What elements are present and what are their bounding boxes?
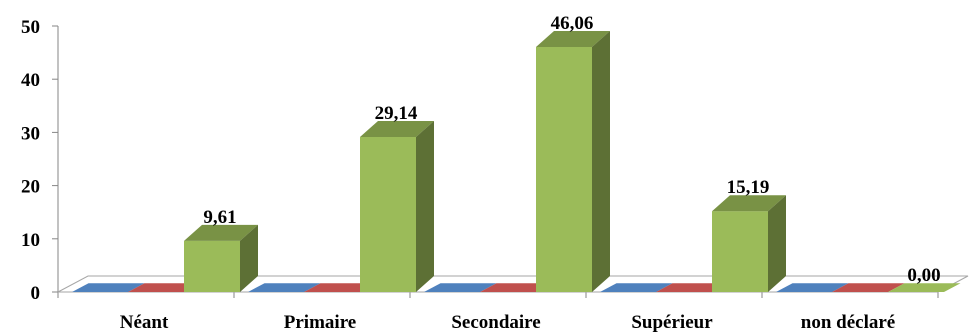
- bar-side: [240, 224, 258, 292]
- x-category-label: Supérieur: [631, 312, 713, 333]
- x-category-label: Néant: [120, 312, 169, 333]
- y-tick-label: 50: [21, 17, 40, 38]
- data-label: 15,19: [727, 177, 770, 198]
- bar-front: [184, 240, 240, 292]
- bar-side: [592, 30, 610, 292]
- bar-zero: [424, 283, 497, 292]
- bar-zero: [248, 283, 321, 292]
- bar-side: [768, 195, 786, 292]
- bar-top: [360, 120, 434, 137]
- bar-zero: [776, 283, 849, 292]
- y-tick-label: 40: [21, 70, 40, 91]
- bar-front: [360, 136, 416, 292]
- y-tick-label: 30: [21, 123, 40, 144]
- bar-zero: [128, 283, 201, 292]
- x-category-label: Secondaire: [451, 312, 540, 333]
- bar-zero: [600, 283, 673, 292]
- bar-top: [536, 30, 610, 47]
- bar-zero: [656, 283, 729, 292]
- chart-labels: 0 10 20 30 40 50 9,61 Néant 29,14 Primaire 46,06 Se…: [21, 13, 941, 333]
- bar-zero: [832, 283, 905, 292]
- y-tick-label: 20: [21, 177, 40, 198]
- bar-zero: [304, 283, 377, 292]
- chart-bars: [72, 30, 961, 293]
- bar-zero: [480, 283, 553, 292]
- bar-top: [184, 224, 258, 241]
- bar-zero: [888, 283, 961, 292]
- bar-side: [416, 120, 434, 293]
- y-tick-label: 0: [31, 283, 41, 304]
- bar-top: [712, 195, 786, 212]
- x-category-label: Primaire: [284, 312, 356, 333]
- bar-zero: [72, 283, 145, 292]
- data-label: 0,00: [907, 265, 940, 286]
- data-label: 46,06: [551, 13, 594, 34]
- y-tick-label: 10: [21, 230, 40, 251]
- data-label: 29,14: [375, 103, 418, 124]
- bar-front: [712, 211, 768, 292]
- data-label: 9,61: [203, 207, 236, 228]
- chart-axes: [52, 25, 939, 298]
- x-category-label: non déclaré: [801, 312, 895, 333]
- bar-front: [536, 46, 592, 292]
